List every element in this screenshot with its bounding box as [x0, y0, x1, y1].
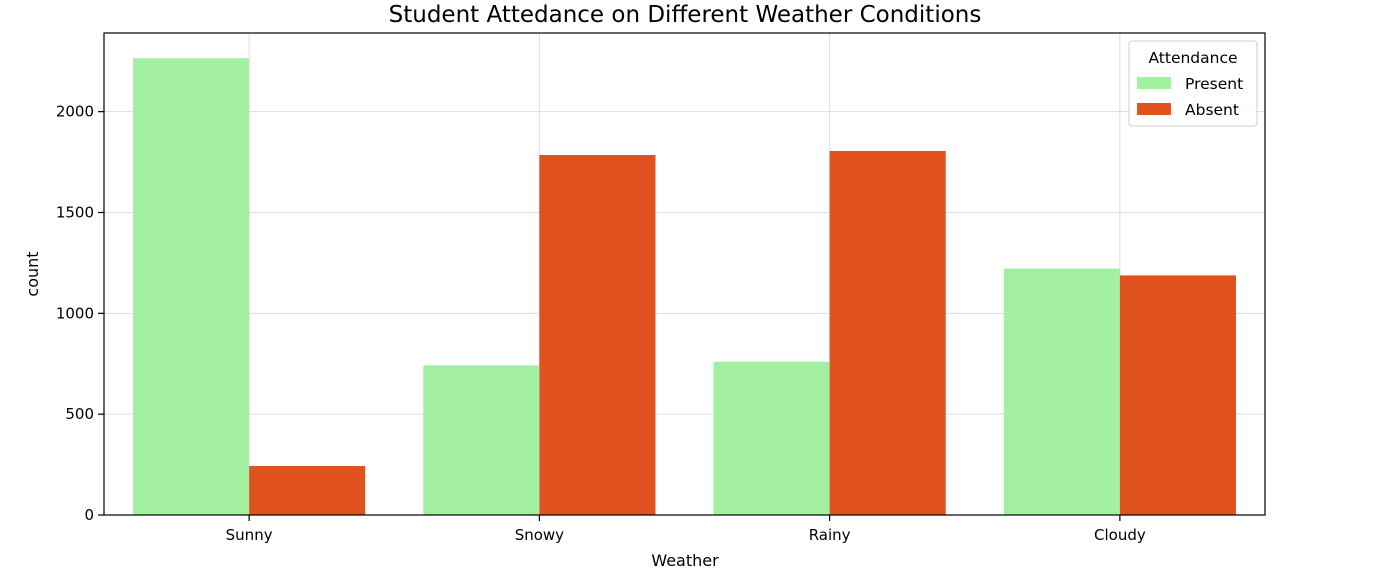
plot-frame [103, 32, 1266, 516]
y-tick-label: 1500 [56, 203, 94, 221]
x-axis-label: Weather [651, 551, 719, 570]
bar-present-cloudy [1003, 268, 1120, 515]
x-axis-ticks: Sunny Snowy Rainy Cloudy [226, 515, 1146, 544]
bar-absent-sunny [249, 465, 366, 515]
legend-items: Present Absent [1137, 75, 1243, 119]
bars [133, 58, 1236, 516]
y-tick-label: 2000 [56, 103, 94, 121]
x-tick-label: Cloudy [1094, 526, 1146, 544]
chart-title: Student Attedance on Different Weather C… [389, 2, 982, 28]
bar-present-rainy [713, 361, 830, 515]
y-axis-label: count [23, 251, 42, 296]
legend: Attendance Present Absent [1128, 40, 1258, 127]
bar-absent-snowy [539, 155, 656, 515]
x-tick-label: Rainy [809, 526, 851, 544]
bar-present-snowy [423, 365, 540, 515]
x-tick-label: Snowy [515, 526, 564, 544]
legend-swatch-present [1137, 77, 1171, 89]
y-axis-ticks: 0 500 1000 1500 2000 [56, 103, 104, 524]
bar-absent-rainy [829, 150, 946, 516]
legend-swatch-absent [1137, 103, 1171, 115]
bar-present-sunny [133, 58, 250, 516]
y-tick-label: 500 [65, 405, 94, 423]
y-tick-label: 1000 [56, 304, 94, 322]
legend-label-absent: Absent [1185, 101, 1239, 119]
legend-label-present: Present [1185, 75, 1243, 93]
x-tick-label: Sunny [226, 526, 273, 544]
legend-title: Attendance [1148, 49, 1237, 67]
y-tick-label: 0 [84, 506, 94, 524]
bar-absent-cloudy [1119, 275, 1236, 515]
